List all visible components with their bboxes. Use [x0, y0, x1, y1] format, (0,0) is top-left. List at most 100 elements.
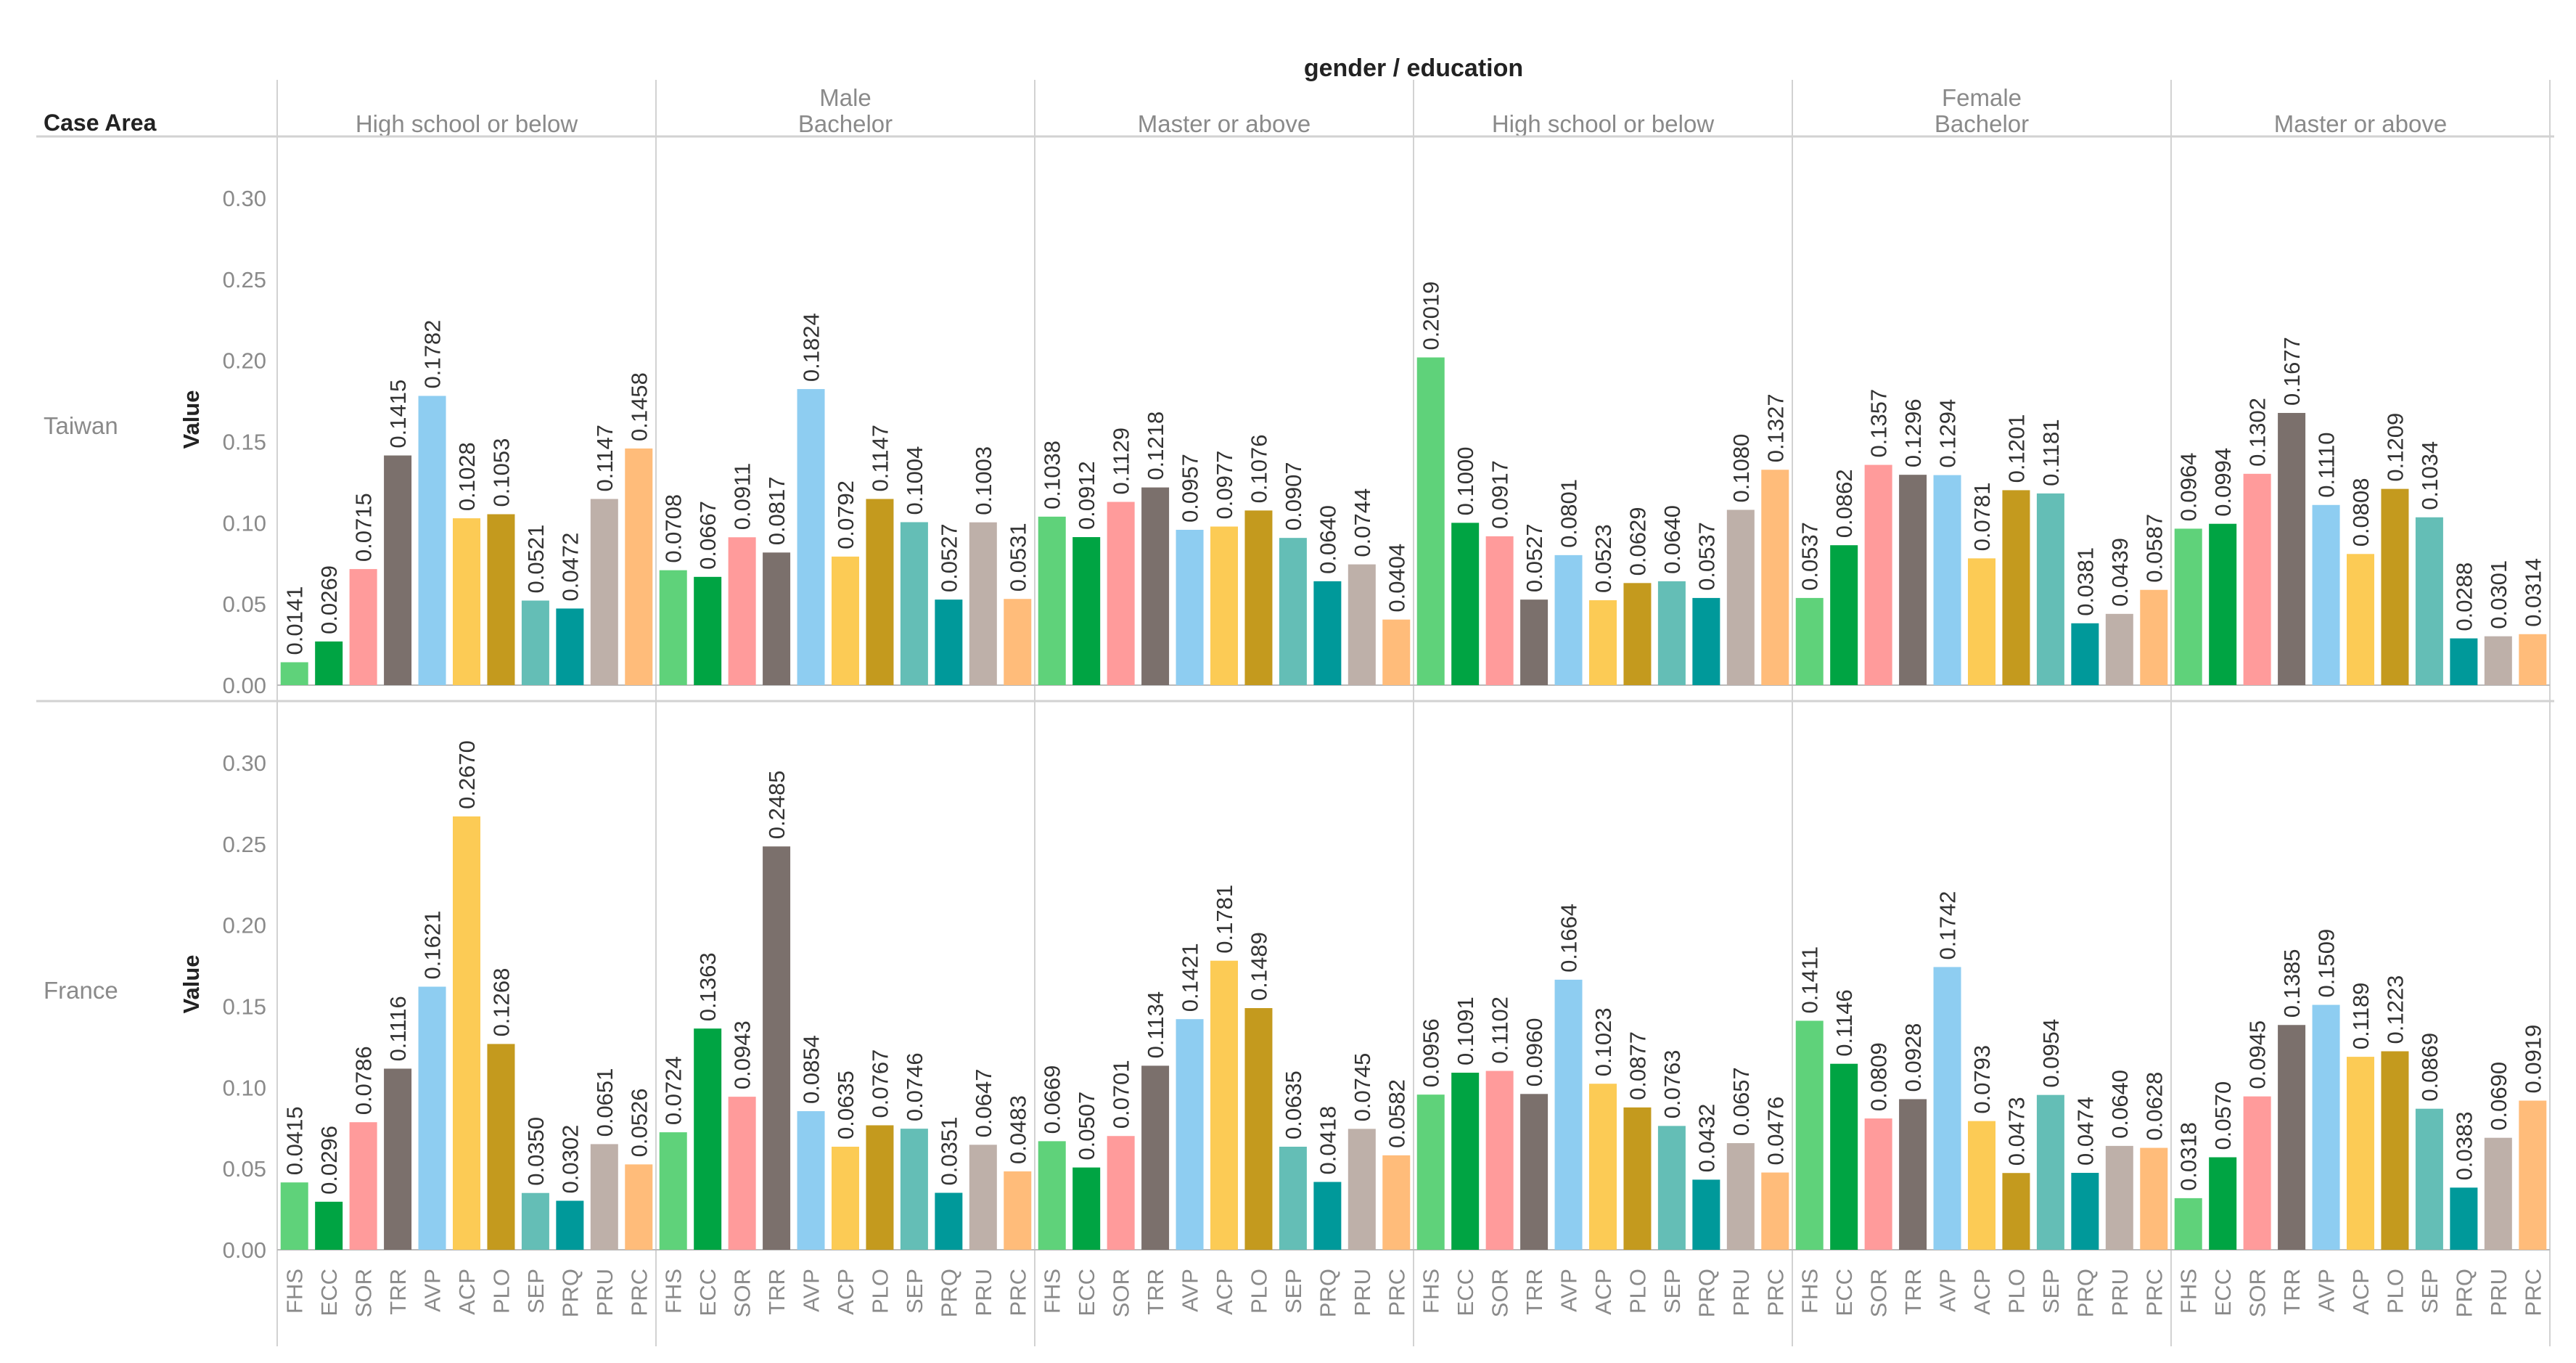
- data-label: 0.0439: [2107, 538, 2133, 607]
- y-tick-label: 0.20: [223, 348, 266, 374]
- x-tick-label: AVP: [2314, 1269, 2339, 1312]
- data-label: 0.1080: [1728, 434, 1754, 503]
- bar-prc: [2519, 634, 2547, 685]
- bar-sep: [1279, 1146, 1307, 1250]
- data-label: 0.0817: [764, 476, 789, 545]
- data-label: 0.1053: [488, 438, 514, 507]
- data-label: 0.0640: [1660, 505, 1685, 574]
- bar-acp: [453, 518, 480, 685]
- data-label: 0.0943: [730, 1020, 755, 1089]
- x-tick-label: AVP: [1935, 1269, 1961, 1312]
- bar-prc: [1004, 599, 1032, 685]
- data-label: 0.1294: [1935, 399, 1961, 468]
- x-tick-label: ACP: [1591, 1269, 1616, 1315]
- bar-prc: [1382, 1155, 1411, 1250]
- data-label: 0.2485: [764, 770, 789, 839]
- x-tick-label: ACP: [833, 1269, 858, 1315]
- column-header-gender: Female: [1942, 84, 2022, 111]
- bar-sor: [1485, 1071, 1514, 1250]
- bar-prc: [2140, 589, 2168, 685]
- bar-avp: [2312, 504, 2340, 685]
- bar-trr: [1520, 1094, 1549, 1250]
- data-label: 0.1415: [385, 380, 411, 449]
- data-label: 0.0945: [2245, 1020, 2271, 1089]
- bar-fhs: [1795, 597, 1824, 685]
- data-label: 0.0657: [1728, 1067, 1754, 1136]
- bar-trr: [1520, 599, 1549, 685]
- bar-trr: [2278, 412, 2306, 685]
- x-tick-label: ACP: [1969, 1269, 1995, 1315]
- data-label: 0.0744: [1350, 488, 1375, 557]
- x-tick-label: FHS: [661, 1269, 686, 1314]
- bar-avp: [2312, 1004, 2340, 1250]
- x-tick-label: FHS: [1419, 1269, 1444, 1314]
- data-label: 0.0911: [730, 463, 755, 531]
- bar-ecc: [1072, 537, 1101, 685]
- x-tick-label: TRR: [1900, 1269, 1926, 1315]
- bar-fhs: [280, 662, 308, 685]
- data-label: 0.0640: [1315, 505, 1340, 574]
- data-label: 0.0141: [282, 586, 308, 655]
- y-axis-label: Value: [179, 955, 204, 1014]
- data-label: 0.0302: [557, 1125, 583, 1194]
- data-label: 0.0869: [2417, 1033, 2442, 1102]
- bar-acp: [832, 1146, 859, 1250]
- x-tick-label: FHS: [2176, 1269, 2202, 1314]
- bar-avp: [797, 389, 825, 685]
- y-tick-label: 0.00: [223, 1237, 266, 1263]
- data-label: 0.0640: [2107, 1070, 2133, 1139]
- bar-fhs: [2174, 1198, 2202, 1250]
- bar-pru: [969, 1145, 997, 1250]
- data-label: 0.0269: [316, 565, 342, 634]
- x-tick-label: PRQ: [557, 1269, 583, 1317]
- bar-pru: [590, 1144, 618, 1250]
- bar-prc: [625, 1164, 653, 1250]
- data-label: 0.1201: [2003, 414, 2029, 483]
- bar-avp: [418, 986, 446, 1250]
- data-label: 0.1189: [2348, 983, 2374, 1050]
- x-tick-label: SOR: [730, 1269, 755, 1317]
- row-label-france: France: [44, 977, 118, 1004]
- data-label: 0.1146: [1831, 989, 1857, 1057]
- bar-prc: [625, 448, 653, 685]
- x-tick-label: PRU: [1728, 1269, 1754, 1316]
- bar-ecc: [2209, 523, 2237, 685]
- bar-pru: [1348, 1129, 1376, 1250]
- bar-acp: [1968, 1121, 1995, 1250]
- data-label: 0.0862: [1831, 469, 1857, 538]
- data-label: 0.0507: [1074, 1092, 1099, 1161]
- data-label: 0.0523: [1591, 524, 1616, 593]
- bar-plo: [1623, 1107, 1652, 1250]
- data-label: 0.0651: [592, 1068, 618, 1137]
- bar-ecc: [1830, 545, 1858, 685]
- x-tick-label: PRC: [1384, 1269, 1409, 1316]
- x-tick-label: FHS: [282, 1269, 308, 1314]
- bar-ecc: [1830, 1063, 1858, 1250]
- data-label: 0.1028: [454, 442, 480, 511]
- bar-fhs: [1795, 1020, 1824, 1250]
- bar-acp: [1968, 558, 1995, 685]
- y-tick-label: 0.15: [223, 430, 266, 455]
- bar-trr: [384, 1068, 412, 1250]
- data-label: 0.0301: [2486, 560, 2511, 629]
- data-label: 0.1509: [2314, 929, 2339, 998]
- x-tick-label: PRC: [1005, 1269, 1030, 1316]
- data-label: 0.0432: [1694, 1104, 1719, 1173]
- x-tick-label: TRR: [1522, 1269, 1547, 1315]
- column-header-education: Master or above: [2274, 110, 2447, 137]
- y-tick-label: 0.10: [223, 1075, 266, 1100]
- bar-sor: [728, 1097, 756, 1250]
- x-tick-label: AVP: [1178, 1269, 1203, 1312]
- data-label: 0.1302: [2245, 398, 2271, 467]
- data-label: 0.0647: [971, 1068, 996, 1137]
- bar-pru: [1348, 564, 1376, 685]
- x-tick-label: SEP: [2417, 1269, 2442, 1314]
- bar-sor: [2243, 1096, 2271, 1250]
- data-label: 0.1003: [971, 446, 996, 515]
- bar-ecc: [2209, 1157, 2237, 1250]
- bar-pru: [590, 499, 618, 685]
- x-tick-label: PLO: [2003, 1269, 2029, 1314]
- x-tick-label: TRR: [1143, 1269, 1168, 1315]
- data-label: 0.0383: [2451, 1112, 2477, 1181]
